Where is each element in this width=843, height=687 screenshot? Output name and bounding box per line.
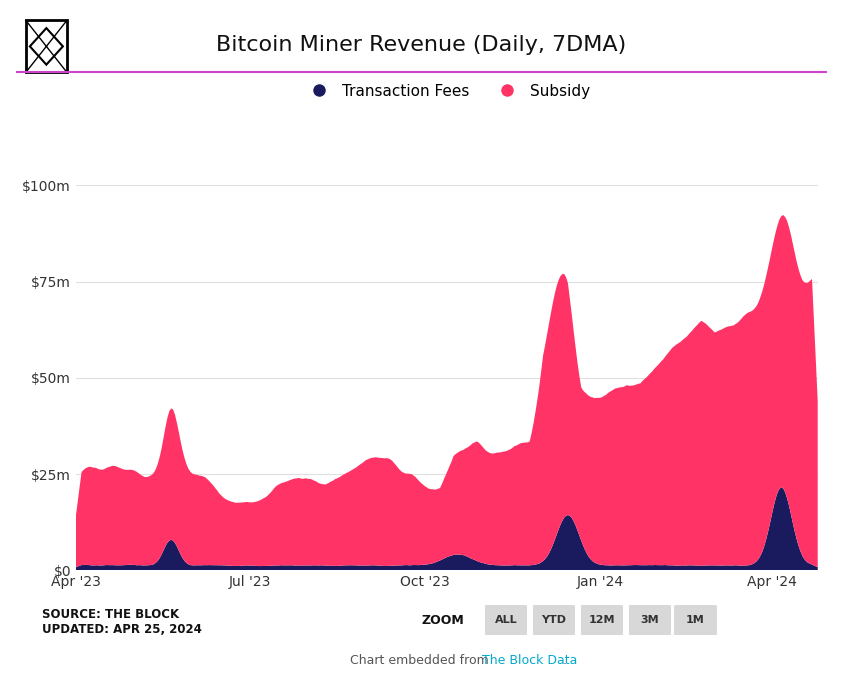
FancyBboxPatch shape bbox=[674, 605, 717, 635]
FancyBboxPatch shape bbox=[580, 605, 624, 635]
Legend: Transaction Fees, Subsidy: Transaction Fees, Subsidy bbox=[298, 78, 596, 105]
Text: The Block Data: The Block Data bbox=[481, 655, 577, 667]
Text: ALL: ALL bbox=[495, 616, 517, 625]
Text: SOURCE: THE BLOCK
UPDATED: APR 25, 2024: SOURCE: THE BLOCK UPDATED: APR 25, 2024 bbox=[42, 608, 202, 636]
Text: 3M: 3M bbox=[641, 616, 659, 625]
FancyBboxPatch shape bbox=[533, 605, 576, 635]
FancyBboxPatch shape bbox=[629, 605, 672, 635]
FancyBboxPatch shape bbox=[484, 605, 528, 635]
Text: YTD: YTD bbox=[541, 616, 566, 625]
Text: Chart embedded from: Chart embedded from bbox=[350, 655, 493, 667]
Text: Bitcoin Miner Revenue (Daily, 7DMA): Bitcoin Miner Revenue (Daily, 7DMA) bbox=[217, 34, 626, 55]
Text: ZOOM: ZOOM bbox=[422, 614, 464, 627]
Text: 12M: 12M bbox=[588, 616, 615, 625]
Text: 1M: 1M bbox=[686, 616, 705, 625]
Text: .: . bbox=[563, 655, 567, 667]
Bar bbox=[26, 20, 67, 72]
